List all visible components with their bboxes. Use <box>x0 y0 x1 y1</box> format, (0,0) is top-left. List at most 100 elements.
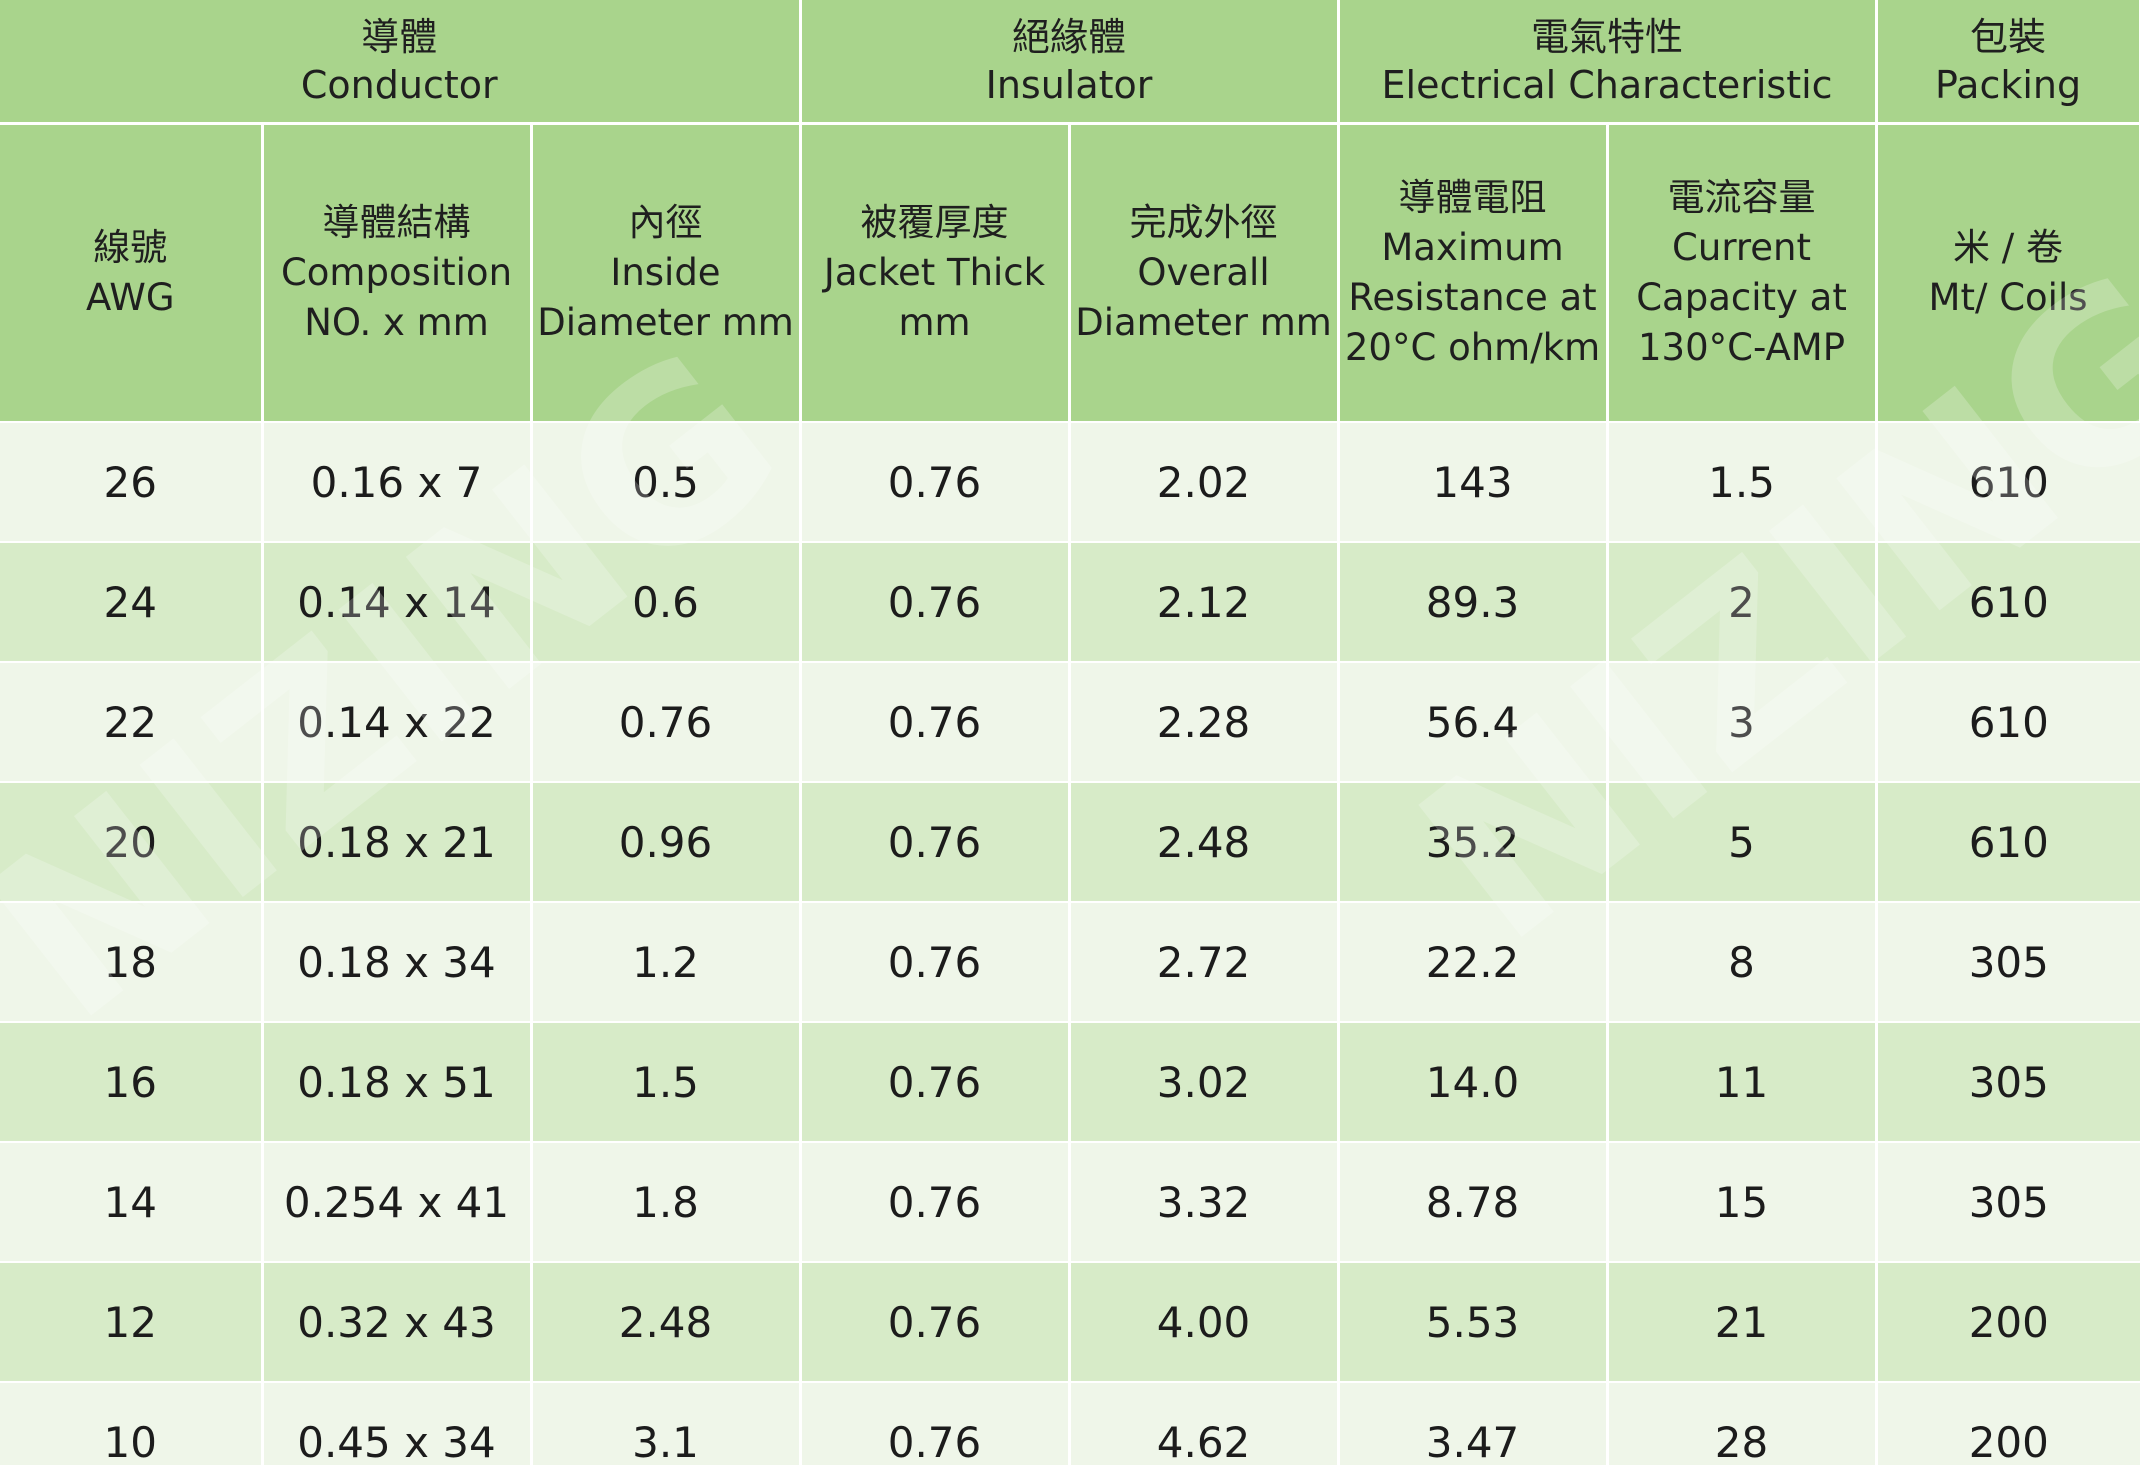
cell-jacket-thick: 0.76 <box>800 1021 1071 1142</box>
cell-resistance: 22.2 <box>1338 901 1609 1022</box>
packing-zh: 米 / 卷 <box>1953 226 2064 269</box>
cell-composition: 0.254 x 41 <box>262 1141 533 1262</box>
composition-zh: 導體結構 <box>322 201 471 244</box>
overall-diameter-en-1: Overall <box>1137 251 1270 294</box>
cell-composition: 0.32 x 43 <box>262 1261 533 1382</box>
cell-current: 8 <box>1607 901 1878 1022</box>
cell-resistance: 56.4 <box>1338 661 1609 782</box>
cell-packing: 610 <box>1876 781 2140 902</box>
cell-awg: 14 <box>0 1141 264 1262</box>
current-en-1: Current <box>1672 226 1811 269</box>
overall-diameter-zh: 完成外徑 <box>1129 201 1278 244</box>
cell-jacket-thick: 0.76 <box>800 1141 1071 1262</box>
table-row: 20 0.18 x 21 0.96 0.76 2.48 35.2 5 610 <box>0 781 2140 902</box>
composition-en-1: Composition <box>280 251 513 294</box>
cell-inside-diameter: 0.5 <box>531 421 802 542</box>
cell-awg: 10 <box>0 1381 264 1465</box>
cell-resistance: 14.0 <box>1338 1021 1609 1142</box>
col-header-resistance: 導體電阻 Maximum Resistance at 20°C ohm/km <box>1338 123 1609 422</box>
col-header-overall-diameter: 完成外徑 Overall Diameter mm <box>1069 123 1340 422</box>
resistance-en-3: 20°C ohm/km <box>1344 326 1601 369</box>
inside-diameter-zh: 內徑 <box>628 201 703 244</box>
cell-jacket-thick: 0.76 <box>800 781 1071 902</box>
table-row: 14 0.254 x 41 1.8 0.76 3.32 8.78 15 305 <box>0 1141 2140 1262</box>
cell-resistance: 143 <box>1338 421 1609 542</box>
cell-overall-diameter: 3.02 <box>1069 1021 1340 1142</box>
group-header-row: 導體 Conductor 絕緣體 Insulator 電氣特性 Electric… <box>0 0 2140 125</box>
cell-composition: 0.18 x 21 <box>262 781 533 902</box>
col-header-inside-diameter: 內徑 Inside Diameter mm <box>531 123 802 422</box>
cell-composition: 0.18 x 51 <box>262 1021 533 1142</box>
cell-current: 3 <box>1607 661 1878 782</box>
cell-packing: 305 <box>1876 901 2140 1022</box>
cell-jacket-thick: 0.76 <box>800 421 1071 542</box>
cell-current: 11 <box>1607 1021 1878 1142</box>
cell-resistance: 89.3 <box>1338 541 1609 662</box>
cell-inside-diameter: 0.6 <box>531 541 802 662</box>
cell-overall-diameter: 2.28 <box>1069 661 1340 782</box>
current-zh: 電流容量 <box>1667 176 1816 219</box>
cell-current: 15 <box>1607 1141 1878 1262</box>
cell-overall-diameter: 2.12 <box>1069 541 1340 662</box>
cell-current: 2 <box>1607 541 1878 662</box>
table-row: 10 0.45 x 34 3.1 0.76 4.62 3.47 28 200 <box>0 1381 2140 1465</box>
cell-awg: 18 <box>0 901 264 1022</box>
cell-overall-diameter: 2.72 <box>1069 901 1340 1022</box>
current-en-2: Capacity at <box>1636 276 1847 319</box>
group-electrical-zh: 電氣特性 <box>1531 15 1684 59</box>
composition-en-2: NO. x mm <box>304 301 489 344</box>
cell-awg: 12 <box>0 1261 264 1382</box>
awg-en: AWG <box>85 276 175 319</box>
group-electrical-en: Electrical Characteristic <box>1381 63 1833 107</box>
cell-inside-diameter: 0.96 <box>531 781 802 902</box>
cell-awg: 16 <box>0 1021 264 1142</box>
group-insulator-en: Insulator <box>985 63 1153 107</box>
cell-resistance: 5.53 <box>1338 1261 1609 1382</box>
group-packing-en: Packing <box>1934 63 2082 107</box>
group-packing-header: 包裝 Packing <box>1876 0 2140 125</box>
resistance-zh: 導體電阻 <box>1398 176 1547 219</box>
cell-resistance: 8.78 <box>1338 1141 1609 1262</box>
cell-resistance: 35.2 <box>1338 781 1609 902</box>
resistance-en-1: Maximum <box>1381 226 1564 269</box>
awg-zh: 線號 <box>93 226 168 269</box>
table-row: 12 0.32 x 43 2.48 0.76 4.00 5.53 21 200 <box>0 1261 2140 1382</box>
cell-packing: 305 <box>1876 1141 2140 1262</box>
jacket-thick-en-1: Jacket Thick <box>823 251 1046 294</box>
jacket-thick-en-2: mm <box>898 301 971 344</box>
col-header-jacket-thick: 被覆厚度 Jacket Thick mm <box>800 123 1071 422</box>
cell-composition: 0.14 x 14 <box>262 541 533 662</box>
group-packing-zh: 包裝 <box>1970 15 2047 59</box>
cell-awg: 22 <box>0 661 264 782</box>
col-header-composition: 導體結構 Composition NO. x mm <box>262 123 533 422</box>
cell-packing: 305 <box>1876 1021 2140 1142</box>
cell-awg: 24 <box>0 541 264 662</box>
cell-inside-diameter: 0.76 <box>531 661 802 782</box>
cell-jacket-thick: 0.76 <box>800 541 1071 662</box>
cell-inside-diameter: 1.2 <box>531 901 802 1022</box>
cell-jacket-thick: 0.76 <box>800 1381 1071 1465</box>
jacket-thick-zh: 被覆厚度 <box>860 201 1009 244</box>
cell-packing: 610 <box>1876 421 2140 542</box>
column-header-row: 線號 AWG 導體結構 Composition NO. x mm 內徑 Insi… <box>0 123 2140 422</box>
group-conductor-header: 導體 Conductor <box>0 0 802 125</box>
col-header-current: 電流容量 Current Capacity at 130°C-AMP <box>1607 123 1878 422</box>
cell-overall-diameter: 2.02 <box>1069 421 1340 542</box>
cell-inside-diameter: 1.8 <box>531 1141 802 1262</box>
current-en-3: 130°C-AMP <box>1638 326 1846 369</box>
cell-current: 1.5 <box>1607 421 1878 542</box>
table-row: 16 0.18 x 51 1.5 0.76 3.02 14.0 11 305 <box>0 1021 2140 1142</box>
cell-jacket-thick: 0.76 <box>800 901 1071 1022</box>
resistance-en-2: Resistance at <box>1348 276 1597 319</box>
cell-resistance: 3.47 <box>1338 1381 1609 1465</box>
cell-packing: 200 <box>1876 1381 2140 1465</box>
cell-packing: 200 <box>1876 1261 2140 1382</box>
cell-composition: 0.45 x 34 <box>262 1381 533 1465</box>
group-electrical-header: 電氣特性 Electrical Characteristic <box>1338 0 1878 125</box>
col-header-awg: 線號 AWG <box>0 123 264 422</box>
cell-jacket-thick: 0.76 <box>800 661 1071 782</box>
table-row: 22 0.14 x 22 0.76 0.76 2.28 56.4 3 610 <box>0 661 2140 782</box>
packing-en: Mt/ Coils <box>1928 276 2088 319</box>
